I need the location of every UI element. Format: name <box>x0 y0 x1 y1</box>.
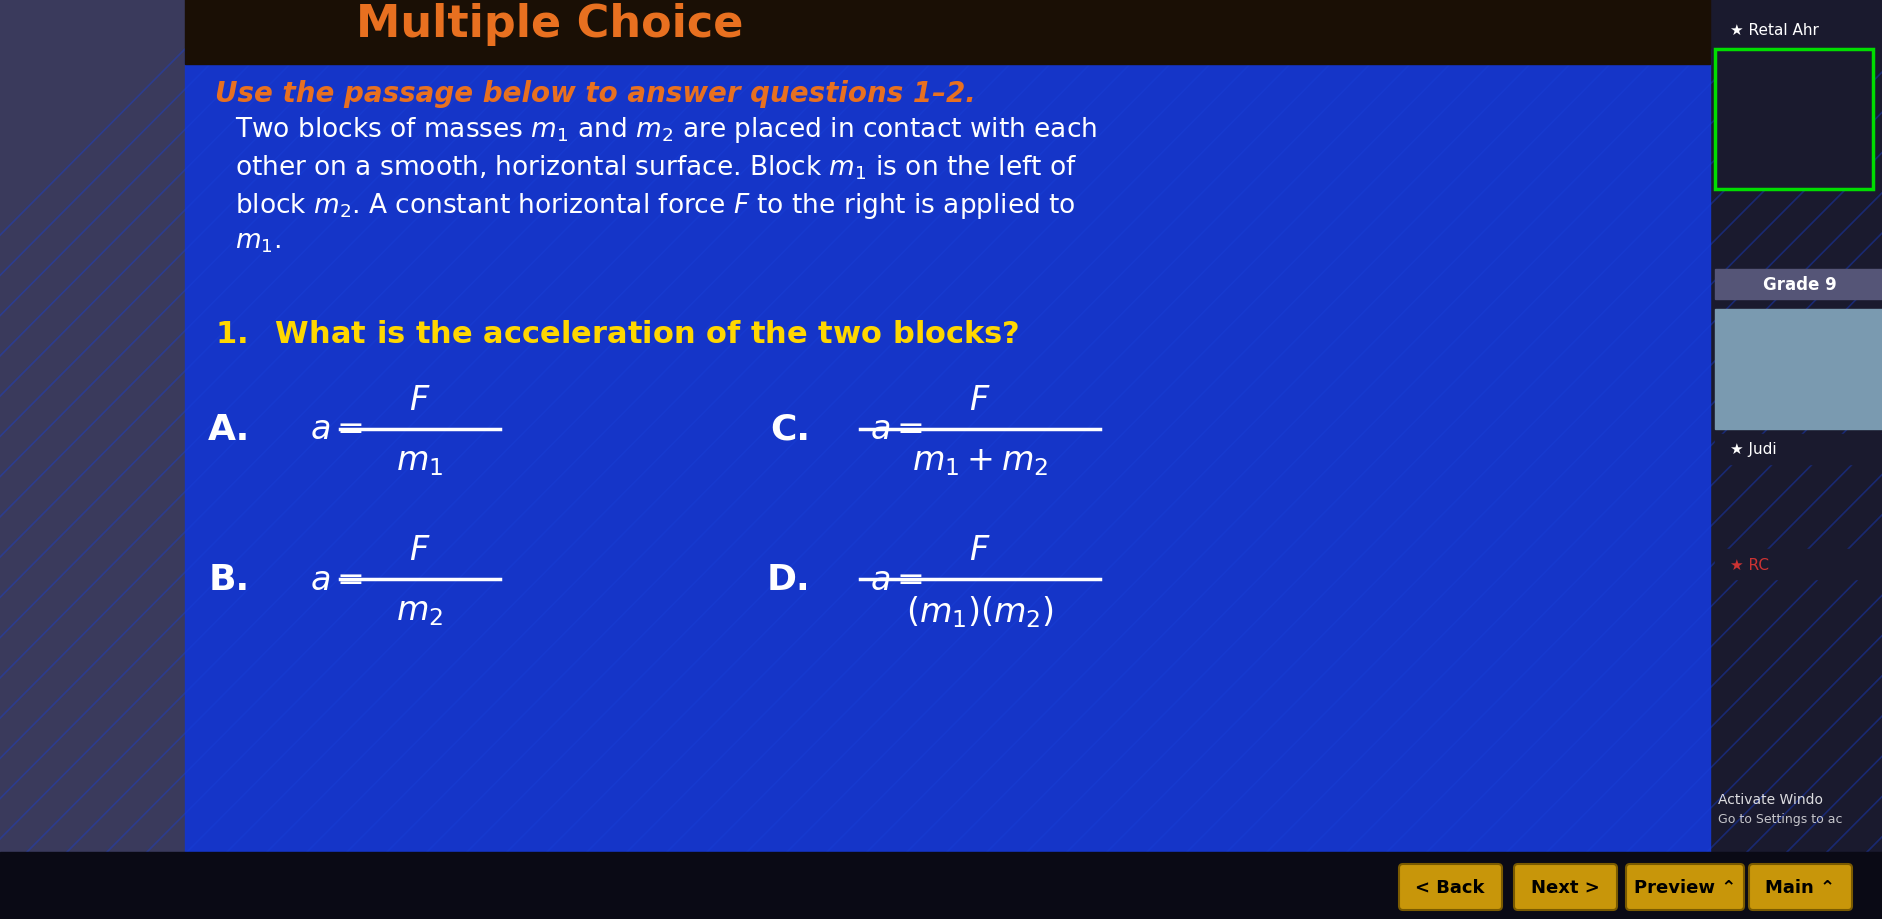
Text: Grade 9: Grade 9 <box>1762 276 1837 294</box>
Text: Use the passage below to answer questions 1–2.: Use the passage below to answer question… <box>215 80 975 108</box>
FancyBboxPatch shape <box>1398 864 1502 910</box>
Bar <box>1709 0 1882 919</box>
Bar <box>1715 435 1882 464</box>
Text: ★ Judi: ★ Judi <box>1730 442 1777 457</box>
Bar <box>1715 50 1873 190</box>
FancyBboxPatch shape <box>1626 864 1743 910</box>
Text: Multiple Choice: Multiple Choice <box>356 4 743 47</box>
Text: $F$: $F$ <box>969 533 990 566</box>
Text: Next >: Next > <box>1530 878 1598 896</box>
Text: Go to Settings to ac: Go to Settings to ac <box>1716 812 1841 825</box>
Bar <box>1715 15 1882 45</box>
Text: $F$: $F$ <box>408 383 431 416</box>
Bar <box>184 0 1709 65</box>
Text: $F$: $F$ <box>408 533 431 566</box>
Text: $a=$: $a=$ <box>311 413 363 446</box>
Bar <box>0 0 184 919</box>
Text: Preview ⌃: Preview ⌃ <box>1634 878 1735 896</box>
Text: other on a smooth, horizontal surface. Block $m_1$ is on the left of: other on a smooth, horizontal surface. B… <box>235 153 1077 181</box>
Text: block $m_2$. A constant horizontal force $F$ to the right is applied to: block $m_2$. A constant horizontal force… <box>235 191 1075 221</box>
Text: B.: B. <box>209 562 250 596</box>
Text: D.: D. <box>766 562 809 596</box>
Bar <box>184 50 1709 854</box>
Bar <box>1715 269 1882 300</box>
Text: < Back: < Back <box>1415 878 1485 896</box>
Text: $m_1$: $m_1$ <box>395 445 444 478</box>
Text: Main ⌃: Main ⌃ <box>1763 878 1835 896</box>
Text: $F$: $F$ <box>969 383 990 416</box>
Text: $m_1 + m_2$: $m_1 + m_2$ <box>911 445 1048 478</box>
Bar <box>0 852 1882 919</box>
Text: $(m_1)(m_2)$: $(m_1)(m_2)$ <box>905 594 1054 630</box>
Text: C.: C. <box>770 413 809 447</box>
FancyBboxPatch shape <box>1513 864 1617 910</box>
Bar <box>1715 550 1882 579</box>
Text: $m_2$: $m_2$ <box>397 595 444 628</box>
Text: ★ Retal Ahr: ★ Retal Ahr <box>1730 22 1818 38</box>
Text: $m_1$.: $m_1$. <box>235 229 280 255</box>
Text: A.: A. <box>207 413 250 447</box>
Bar <box>1715 310 1882 429</box>
Text: $\mathbf{1.}$  What is the acceleration of the two blocks?: $\mathbf{1.}$ What is the acceleration o… <box>215 320 1018 348</box>
FancyBboxPatch shape <box>1748 864 1852 910</box>
Text: $a=$: $a=$ <box>869 562 922 596</box>
Bar <box>1715 50 1873 190</box>
Text: $a=$: $a=$ <box>311 562 363 596</box>
Text: Two blocks of masses $m_1$ and $m_2$ are placed in contact with each: Two blocks of masses $m_1$ and $m_2$ are… <box>235 115 1097 145</box>
Text: ★ RC: ★ RC <box>1730 557 1767 572</box>
Text: Activate Windo: Activate Windo <box>1716 792 1822 806</box>
Text: $a=$: $a=$ <box>869 413 922 446</box>
